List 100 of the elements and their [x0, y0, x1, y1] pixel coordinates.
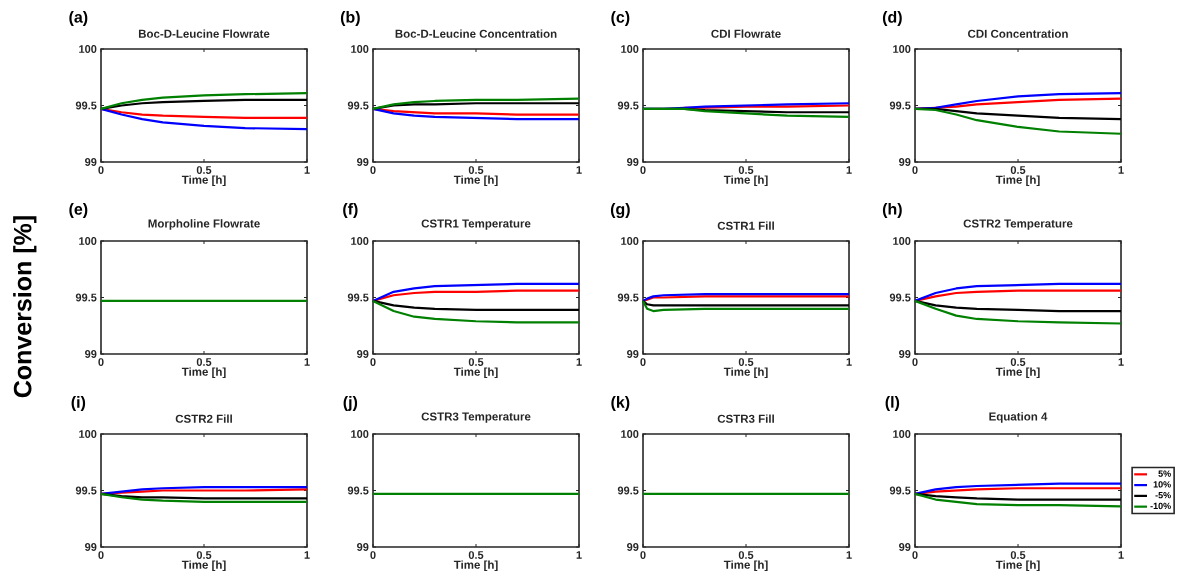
y-tick-label: 99	[85, 158, 97, 166]
text: (g)	[610, 203, 630, 218]
x-axis-title: Time [h]	[995, 560, 1040, 572]
y-tick-label: 100	[893, 45, 911, 53]
y-tick-label: 99.5	[347, 486, 369, 495]
x-tick-label: 0.5	[738, 358, 754, 366]
y-tick-label: 100	[79, 430, 97, 438]
x-tick-label: 0	[640, 551, 646, 559]
x-tick-label: 0	[640, 166, 646, 174]
x-axis-title: Time [h]	[181, 175, 226, 187]
y-tick-label: 99.5	[75, 101, 97, 110]
x-tick-label: 0	[640, 358, 646, 366]
x-tick-label: 1	[1118, 358, 1124, 366]
x-tick-label: 0.5	[738, 551, 754, 559]
y-tick-label: 99.5	[889, 101, 911, 110]
y-tick-label: 100	[621, 45, 639, 53]
y-tick-label: 100	[351, 45, 369, 53]
y-tick-label: 99.5	[347, 101, 369, 110]
x-tick-label: 1	[304, 166, 310, 174]
chart-title: CDI Concentration	[968, 29, 1068, 38]
x-tick-label: 1	[304, 551, 310, 559]
x-tick-label: 0.5	[196, 166, 212, 174]
x-tick-label: 0	[98, 166, 104, 174]
y-tick-label: 99	[627, 350, 639, 358]
x-tick-label: 1	[576, 551, 582, 559]
chart-title: Boc-D-Leucine Concentration	[395, 29, 557, 38]
y-tick-label: 100	[351, 430, 369, 438]
y-tick-label: 99	[357, 158, 369, 166]
y-tick-label: 99.5	[75, 293, 97, 302]
x-tick-label: 0.5	[1010, 551, 1026, 559]
x-tick-label: 0	[370, 551, 376, 559]
x-axis-title: Time [h]	[723, 367, 768, 379]
text: (k)	[611, 396, 630, 411]
line-series	[913, 107, 1123, 135]
x-axis-title: Time [h]	[453, 560, 498, 572]
text: (a)	[69, 11, 88, 26]
y-tick-label: 99	[899, 543, 911, 551]
x-tick-label: 0.5	[1010, 358, 1026, 366]
chart-title: CSTR2 Fill	[175, 414, 232, 423]
y-tick-label: 100	[621, 430, 639, 438]
y-tick-label: 99	[627, 543, 639, 551]
line-series	[913, 299, 1123, 325]
y-axis-title: Conversion [%]	[13, 216, 37, 398]
y-tick-label: 99	[85, 543, 97, 551]
text: (j)	[343, 396, 358, 411]
y-tick-label: 100	[79, 45, 97, 53]
chart-title: CSTR3 Fill	[717, 414, 774, 423]
y-tick-label: 99	[357, 350, 369, 358]
x-tick-label: 0.5	[196, 551, 212, 559]
x-axis-title: Time [h]	[995, 175, 1040, 187]
x-tick-label: 1	[1118, 551, 1124, 559]
x-tick-label: 1	[846, 358, 852, 366]
x-tick-label: 0	[98, 358, 104, 366]
y-tick-label: 100	[893, 237, 911, 245]
x-tick-label: 1	[576, 358, 582, 366]
y-tick-label: 100	[351, 237, 369, 245]
x-axis-title: Time [h]	[181, 560, 226, 572]
x-tick-label: 0.5	[468, 358, 484, 366]
y-tick-label: 99.5	[617, 486, 639, 495]
text: (i)	[71, 396, 86, 411]
legend-label: -5%	[1155, 492, 1171, 499]
y-tick-label: 100	[621, 237, 639, 245]
x-axis-title: Time [h]	[723, 175, 768, 187]
x-axis-title: Time [h]	[181, 367, 226, 379]
x-tick-label: 0	[98, 551, 104, 559]
chart-title: Boc-D-Leucine Flowrate	[138, 29, 270, 38]
y-tick-label: 99	[85, 350, 97, 358]
x-tick-label: 1	[846, 551, 852, 559]
line-series	[913, 492, 1123, 508]
y-tick-label: 100	[893, 430, 911, 438]
x-tick-label: 0	[912, 166, 918, 174]
y-tick-label: 99	[899, 158, 911, 166]
chart-title: CSTR3 Temperature	[421, 412, 531, 423]
x-tick-label: 0.5	[468, 551, 484, 559]
legend-label: -10%	[1150, 502, 1171, 510]
chart-title: CSTR1 Temperature	[421, 219, 531, 230]
y-tick-label: 99.5	[347, 293, 369, 302]
x-tick-label: 0.5	[738, 166, 754, 174]
x-tick-label: 1	[576, 166, 582, 174]
text: (l)	[885, 396, 900, 411]
legend-label: 10%	[1153, 481, 1171, 488]
y-tick-label: 99	[357, 543, 369, 551]
x-tick-label: 1	[1118, 166, 1124, 174]
x-axis-title: Time [h]	[453, 367, 498, 379]
y-tick-label: 100	[79, 237, 97, 245]
x-tick-label: 0	[912, 358, 918, 366]
text: (c)	[611, 11, 630, 26]
x-tick-label: 0.5	[196, 358, 212, 366]
text: (f)	[343, 203, 358, 218]
x-tick-label: 1	[846, 166, 852, 174]
x-axis-title: Time [h]	[453, 175, 498, 187]
y-tick-label: 99.5	[617, 101, 639, 110]
text: (b)	[340, 11, 360, 26]
x-tick-label: 0	[912, 551, 918, 559]
text: (e)	[69, 203, 88, 218]
x-tick-label: 0	[370, 166, 376, 174]
line-series	[371, 97, 581, 110]
chart-title: CDI Flowrate	[711, 29, 781, 38]
y-tick-label: 99.5	[75, 486, 97, 495]
chart-title: CSTR2 Temperature	[963, 219, 1073, 230]
